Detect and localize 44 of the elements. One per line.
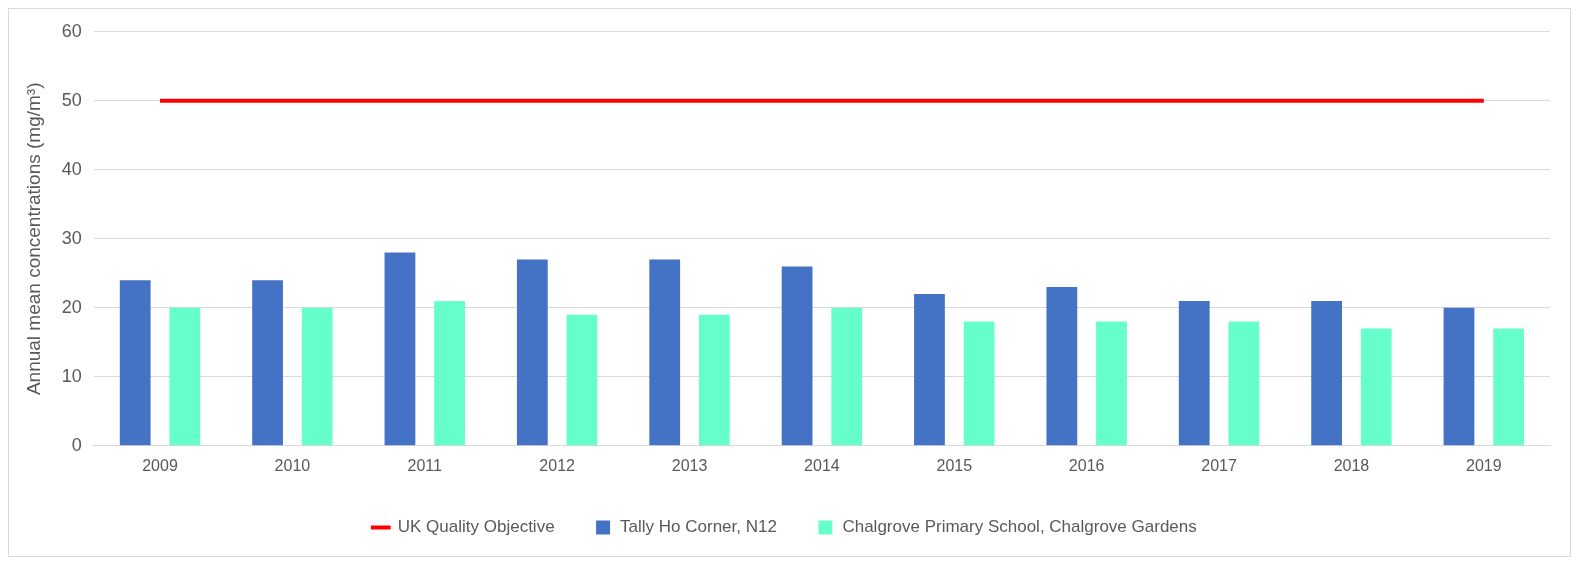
x-tick-label: 2012 xyxy=(539,456,576,474)
bar xyxy=(1228,321,1260,446)
x-tick-label: 2016 xyxy=(1068,456,1105,474)
x-tick-label: 2019 xyxy=(1466,456,1502,474)
y-tick-label: 0 xyxy=(71,434,82,455)
bar xyxy=(1178,300,1210,446)
y-tick-label: 40 xyxy=(61,158,82,179)
bar xyxy=(252,280,283,446)
y-axis-title: Annual mean concentrations (mg/m³) xyxy=(22,82,44,396)
y-tick-label: 60 xyxy=(61,20,82,41)
y-tick-label: 30 xyxy=(61,227,82,248)
bar xyxy=(1046,287,1078,446)
y-tick-label: 20 xyxy=(61,296,82,317)
bar xyxy=(698,314,730,446)
bar xyxy=(516,259,548,446)
bar xyxy=(301,307,333,446)
bar xyxy=(649,259,681,446)
x-tick-label: 2018 xyxy=(1333,456,1370,474)
bar xyxy=(914,294,945,446)
x-tick-label: 2014 xyxy=(804,456,840,474)
bar xyxy=(566,314,598,446)
bar xyxy=(434,300,465,446)
legend-label: UK Quality Objective xyxy=(397,517,555,537)
x-tick-label: 2009 xyxy=(142,456,178,474)
bar xyxy=(1311,300,1342,446)
bar xyxy=(384,252,416,446)
bar xyxy=(1443,307,1475,446)
x-tick-label: 2010 xyxy=(274,456,311,474)
bar xyxy=(781,266,813,446)
y-tick-label: 10 xyxy=(61,365,82,386)
bar xyxy=(1360,328,1392,446)
legend-label: Tally Ho Corner, N12 xyxy=(620,517,777,537)
bar xyxy=(1096,321,1127,446)
x-tick-label: 2015 xyxy=(936,456,973,474)
bar xyxy=(831,307,863,446)
bar xyxy=(1493,328,1525,446)
x-tick-label: 2013 xyxy=(671,456,708,474)
bar xyxy=(963,321,995,446)
x-tick-label: 2011 xyxy=(407,456,443,474)
y-tick-label: 50 xyxy=(61,89,82,110)
x-tick-label: 2017 xyxy=(1201,456,1237,474)
bar xyxy=(169,307,201,446)
legend-label: Chalgrove Primary School, Chalgrove Gardens xyxy=(842,517,1197,537)
bar xyxy=(119,280,151,446)
